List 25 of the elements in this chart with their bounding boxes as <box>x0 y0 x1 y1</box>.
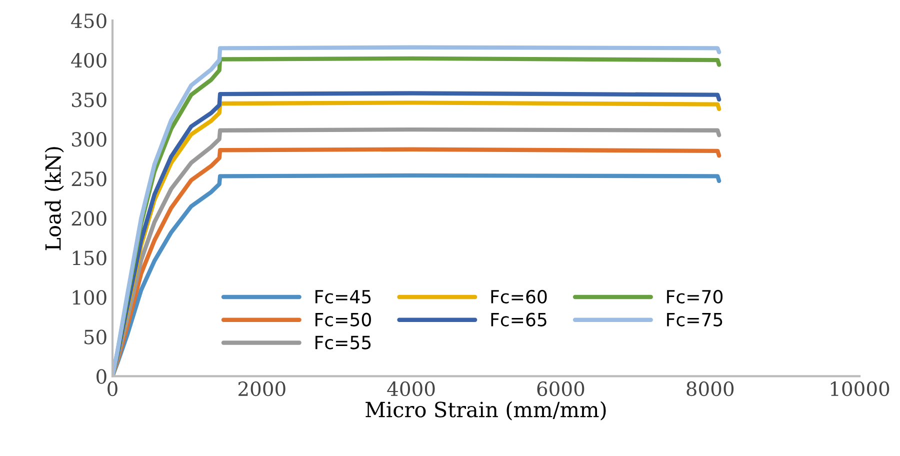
x-tick-label: 0 <box>108 381 118 396</box>
x-tick-label: 8000 <box>686 381 734 396</box>
y-tick-label: 450 <box>71 13 106 28</box>
y-axis-title: Load (kN) <box>44 147 64 250</box>
x-tick-label: 2000 <box>238 381 286 396</box>
x-tick-label: 4000 <box>387 381 435 396</box>
legend-label: Fc=45 <box>316 290 371 304</box>
y-tick-label: 400 <box>71 52 106 68</box>
x-tick-label: 6000 <box>537 381 584 396</box>
x-tick-label: 10000 <box>830 381 890 396</box>
legend-label: Fc=55 <box>316 336 371 350</box>
y-tick-label: 150 <box>72 250 106 266</box>
x-axis-title: Micro Strain (mm/mm) <box>366 401 606 420</box>
legend-label: Fc=60 <box>491 290 547 304</box>
y-tick-label: 350 <box>72 92 106 108</box>
legend-label: Fc=70 <box>667 290 723 304</box>
y-tick-label: 250 <box>72 172 106 186</box>
y-tick-label: 300 <box>72 132 106 147</box>
y-tick-label: 0 <box>96 369 106 384</box>
y-tick-label: 50 <box>84 330 106 344</box>
legend-label: Fc=50 <box>316 312 371 326</box>
y-tick-label: 200 <box>72 211 106 226</box>
y-tick-label: 100 <box>72 290 106 305</box>
legend-label: Fc=75 <box>667 313 722 326</box>
legend-label: Fc=65 <box>491 312 546 326</box>
